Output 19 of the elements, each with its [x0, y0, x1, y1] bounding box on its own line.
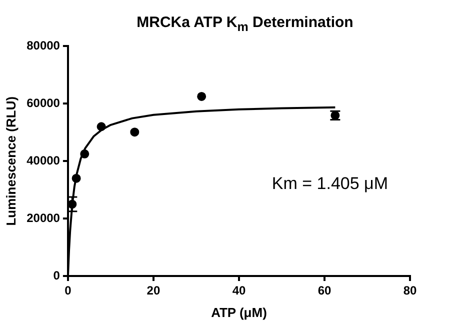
chart-title: MRCKa ATP K$_{m}$ Determination [136, 13, 354, 36]
y-tick-label: 80000 [26, 38, 60, 53]
point [130, 128, 140, 137]
point [96, 122, 106, 132]
point [197, 92, 206, 101]
x-tick-label: 20 [146, 284, 160, 298]
x-tick-label: 60 [318, 284, 332, 298]
point [80, 149, 90, 158]
y-tick-label: 60000 [26, 96, 60, 110]
x-tick-label: 0 [64, 284, 72, 298]
y-tick-label: 40000 [26, 153, 60, 168]
y-tick-label: 20000 [26, 210, 60, 225]
x-axis-title: ATP (μM) [211, 304, 267, 320]
annotation: Km = 1.405 μM [272, 174, 388, 193]
x-tick-label: 80 [403, 284, 417, 298]
y-tick-label: 0 [53, 268, 60, 282]
y-axis-title: Luminescence (RLU) [3, 96, 18, 226]
point [72, 174, 81, 183]
x-tick-label: 40 [232, 284, 246, 298]
